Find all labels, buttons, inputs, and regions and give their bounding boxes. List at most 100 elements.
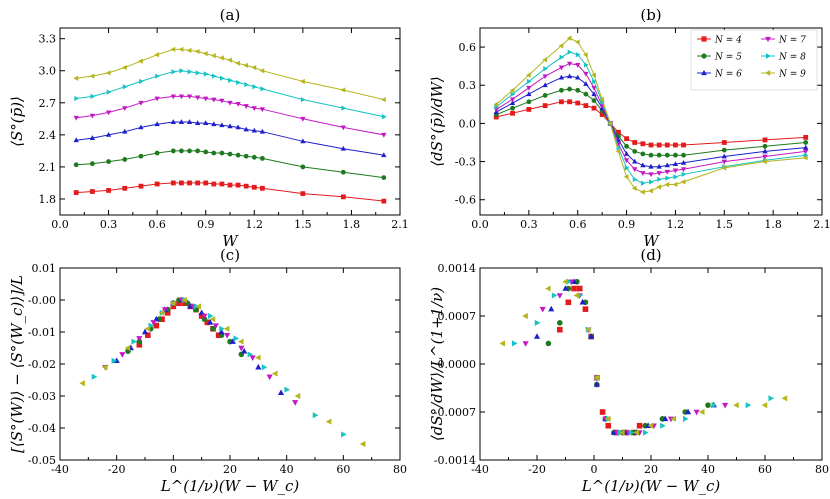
data-point bbox=[251, 106, 257, 112]
data-point bbox=[588, 333, 595, 339]
y-tick-label: 0.0014 bbox=[438, 262, 477, 275]
data-point bbox=[510, 91, 516, 97]
data-point bbox=[605, 422, 612, 429]
data-point bbox=[259, 155, 265, 161]
data-point bbox=[194, 120, 201, 126]
series-4 bbox=[73, 180, 387, 204]
data-point bbox=[632, 158, 638, 164]
y-tick-label: -0.3 bbox=[455, 156, 476, 169]
data-point bbox=[73, 75, 79, 81]
data-point bbox=[237, 338, 244, 345]
data-point bbox=[583, 91, 589, 97]
y-tick-label: 0.0007 bbox=[438, 310, 477, 323]
data-point bbox=[341, 431, 347, 438]
data-point bbox=[673, 142, 678, 148]
data-point bbox=[583, 62, 589, 68]
data-point bbox=[381, 175, 387, 181]
data-point bbox=[211, 121, 217, 127]
data-point bbox=[574, 39, 580, 45]
data-point bbox=[227, 151, 233, 157]
series-9 bbox=[79, 296, 366, 448]
data-point bbox=[90, 93, 96, 100]
data-point bbox=[153, 322, 160, 329]
data-point bbox=[673, 174, 679, 180]
data-point bbox=[525, 72, 531, 78]
data-point bbox=[235, 152, 241, 158]
data-point bbox=[236, 79, 241, 86]
data-point bbox=[101, 364, 108, 371]
data-point bbox=[657, 176, 663, 183]
data-point bbox=[803, 135, 809, 140]
data-point bbox=[693, 409, 700, 416]
data-point bbox=[207, 312, 214, 320]
data-point bbox=[201, 313, 208, 320]
data-point bbox=[548, 305, 555, 312]
data-point bbox=[241, 347, 248, 354]
data-point bbox=[195, 180, 201, 186]
data-point bbox=[745, 402, 752, 409]
data-point bbox=[198, 309, 205, 316]
data-point bbox=[803, 144, 809, 150]
data-point bbox=[186, 47, 192, 54]
data-point bbox=[292, 400, 299, 406]
series-9 bbox=[493, 35, 808, 195]
data-point bbox=[186, 119, 193, 124]
data-point bbox=[705, 402, 711, 408]
data-point bbox=[542, 103, 548, 108]
data-point bbox=[178, 94, 185, 100]
data-point bbox=[672, 168, 679, 174]
data-point bbox=[631, 185, 637, 191]
data-point bbox=[640, 151, 646, 157]
data-point bbox=[542, 57, 548, 63]
data-point bbox=[539, 306, 546, 313]
data-point bbox=[154, 52, 160, 58]
series-6 bbox=[533, 278, 717, 435]
data-point bbox=[593, 374, 600, 381]
data-point bbox=[545, 285, 551, 292]
x-tick-label: 0.9 bbox=[618, 218, 636, 231]
data-point bbox=[243, 153, 249, 159]
data-point bbox=[575, 100, 581, 106]
data-point bbox=[154, 150, 160, 156]
data-point bbox=[557, 326, 563, 333]
data-point bbox=[294, 392, 301, 400]
legend-entry: N = 4 bbox=[714, 36, 742, 46]
data-point bbox=[229, 338, 236, 344]
data-point bbox=[510, 105, 515, 111]
panel-b: (b) 0.0 0.3 0.6 0.9 1.2 1.5 1.8 2.1 -0.6 -0.3 0.0 0.… bbox=[428, 6, 830, 250]
x-tick-label: -20 bbox=[108, 463, 126, 476]
data-point bbox=[558, 74, 565, 80]
x-axis-label: L^(1/ν)(W − W_c) bbox=[581, 477, 721, 495]
y-axis-label: [⟨S°(W)⟩ − ⟨S°(W_c)⟩]/L bbox=[8, 275, 26, 453]
data-point bbox=[721, 153, 727, 159]
data-point bbox=[74, 95, 80, 102]
data-point bbox=[154, 96, 160, 102]
y-tick-label: 0.0 bbox=[459, 117, 477, 130]
data-point bbox=[522, 312, 528, 320]
data-point bbox=[681, 152, 686, 158]
data-point bbox=[522, 341, 529, 347]
data-point bbox=[154, 121, 160, 127]
data-point bbox=[299, 78, 305, 85]
data-point bbox=[203, 71, 209, 77]
data-point bbox=[624, 136, 629, 142]
x-axis-label: W bbox=[222, 232, 239, 250]
data-point bbox=[680, 159, 687, 165]
data-point bbox=[259, 107, 266, 113]
data-point bbox=[219, 122, 225, 128]
data-point bbox=[171, 69, 177, 75]
data-point bbox=[640, 141, 646, 147]
data-point bbox=[89, 161, 95, 167]
data-point bbox=[761, 402, 768, 409]
data-point bbox=[259, 128, 266, 134]
data-point bbox=[640, 162, 646, 168]
x-tick-label: 2.1 bbox=[391, 218, 409, 231]
data-point bbox=[559, 87, 564, 93]
data-point bbox=[381, 152, 387, 158]
y-tick-label: -0.6 bbox=[455, 194, 476, 207]
panel-title: (c) bbox=[220, 246, 240, 264]
data-point bbox=[591, 98, 597, 103]
series-8 bbox=[91, 296, 347, 438]
data-point bbox=[632, 167, 638, 173]
data-point bbox=[259, 68, 265, 74]
